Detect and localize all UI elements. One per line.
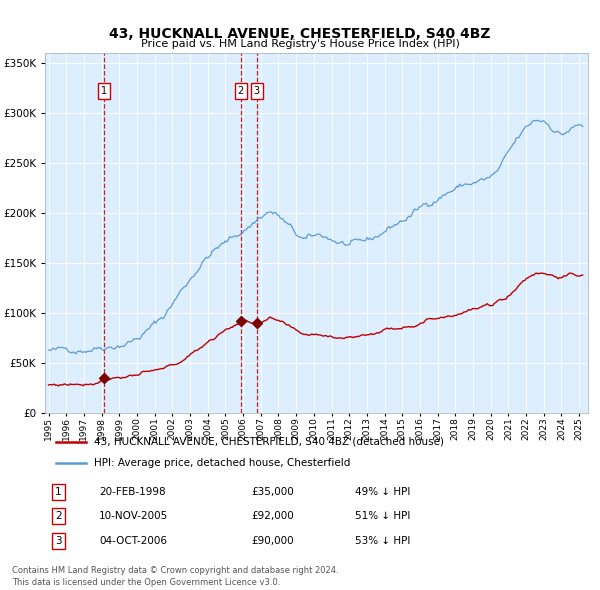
Text: 10-NOV-2005: 10-NOV-2005 (100, 512, 169, 521)
Text: Price paid vs. HM Land Registry's House Price Index (HPI): Price paid vs. HM Land Registry's House … (140, 39, 460, 49)
Text: 43, HUCKNALL AVENUE, CHESTERFIELD, S40 4BZ: 43, HUCKNALL AVENUE, CHESTERFIELD, S40 4… (109, 27, 491, 41)
Text: 53% ↓ HPI: 53% ↓ HPI (355, 536, 410, 546)
Text: 1: 1 (55, 487, 62, 497)
Text: £90,000: £90,000 (251, 536, 294, 546)
Text: 3: 3 (55, 536, 62, 546)
Text: 1: 1 (101, 86, 107, 96)
Text: 49% ↓ HPI: 49% ↓ HPI (355, 487, 410, 497)
Text: 43, HUCKNALL AVENUE, CHESTERFIELD, S40 4BZ (detached house): 43, HUCKNALL AVENUE, CHESTERFIELD, S40 4… (94, 437, 444, 447)
Text: 51% ↓ HPI: 51% ↓ HPI (355, 512, 410, 521)
Text: 2: 2 (55, 512, 62, 521)
Text: 20-FEB-1998: 20-FEB-1998 (100, 487, 166, 497)
Text: 04-OCT-2006: 04-OCT-2006 (100, 536, 167, 546)
Text: 2: 2 (238, 86, 244, 96)
Text: 3: 3 (253, 86, 260, 96)
Text: HPI: Average price, detached house, Chesterfield: HPI: Average price, detached house, Ches… (94, 458, 350, 468)
Text: £92,000: £92,000 (251, 512, 294, 521)
Text: Contains HM Land Registry data © Crown copyright and database right 2024.
This d: Contains HM Land Registry data © Crown c… (12, 566, 338, 587)
Text: £35,000: £35,000 (251, 487, 294, 497)
